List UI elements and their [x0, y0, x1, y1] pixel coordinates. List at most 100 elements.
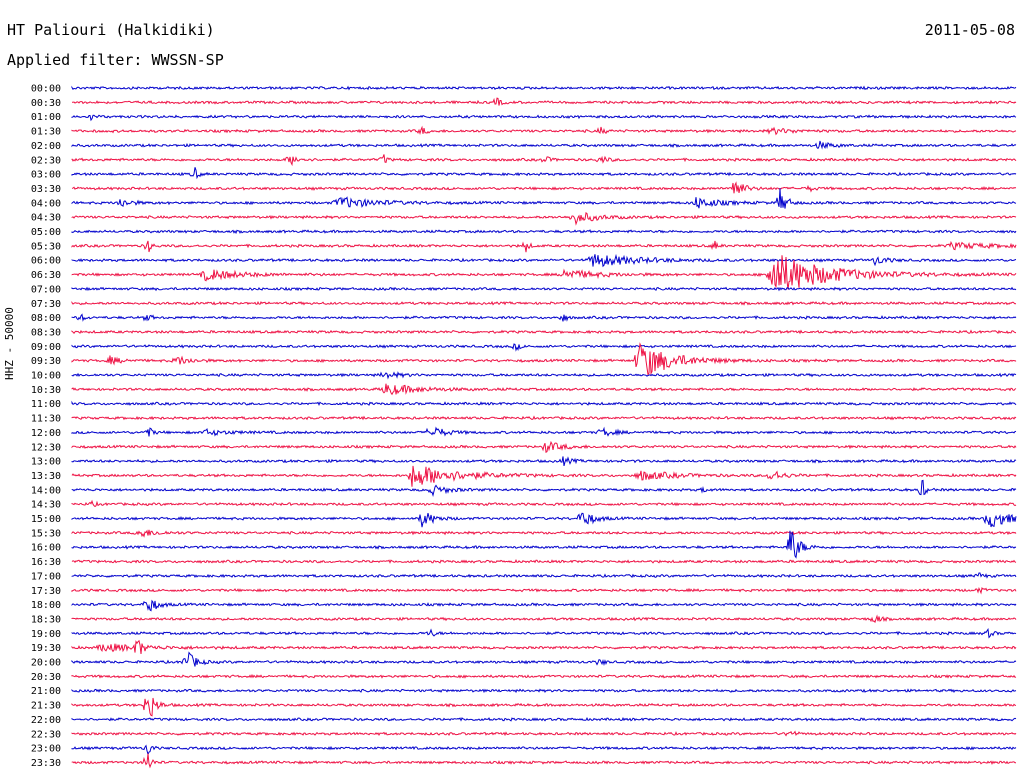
trace-0500 [71, 229, 1017, 235]
time-label-0430: 04:30 [31, 213, 61, 224]
time-label-1330: 13:30 [31, 471, 61, 482]
trace-0900 [71, 343, 1017, 352]
time-label-0000: 00:00 [31, 84, 61, 95]
time-label-2100: 21:00 [31, 686, 61, 697]
time-label-0930: 09:30 [31, 356, 61, 367]
trace-2000 [71, 651, 1017, 667]
time-label-0830: 08:30 [31, 327, 61, 338]
trace-0100 [71, 114, 1017, 122]
time-label-0530: 05:30 [31, 241, 61, 252]
time-label-1530: 15:30 [31, 528, 61, 539]
time-label-0500: 05:00 [31, 227, 61, 238]
time-label-0900: 09:00 [31, 342, 61, 353]
trace-0030 [71, 97, 1017, 106]
trace-1000 [71, 371, 1017, 380]
trace-1930 [71, 639, 1017, 654]
time-label-2300: 23:00 [31, 744, 61, 755]
time-label-0330: 03:30 [31, 184, 61, 195]
time-label-0400: 04:00 [31, 198, 61, 209]
trace-2030 [71, 673, 1017, 679]
trace-1730 [71, 586, 1017, 595]
time-label-2030: 20:30 [31, 672, 61, 683]
trace-1200 [71, 426, 1017, 437]
time-label-0130: 01:30 [31, 127, 61, 138]
time-label-1930: 19:30 [31, 643, 61, 654]
trace-0700 [71, 286, 1017, 292]
trace-1530 [71, 529, 1017, 538]
trace-2300 [71, 744, 1017, 756]
time-label-1630: 16:30 [31, 557, 61, 568]
trace-0430 [71, 212, 1017, 226]
time-label-1200: 12:00 [31, 428, 61, 439]
time-label-0300: 03:00 [31, 170, 61, 181]
trace-0400 [71, 188, 1017, 209]
time-label-2200: 22:00 [31, 715, 61, 726]
station-title: HT Paliouri (Halkidiki) [7, 21, 215, 39]
trace-1330 [71, 465, 1017, 487]
time-label-1230: 12:30 [31, 442, 61, 453]
trace-0830 [71, 329, 1017, 335]
trace-0000 [71, 85, 1017, 91]
trace-1900 [71, 628, 1017, 639]
trace-1300 [71, 456, 1017, 467]
trace-0530 [71, 240, 1017, 253]
time-label-0800: 08:00 [31, 313, 61, 324]
time-label-1100: 11:00 [31, 399, 61, 410]
time-label-1300: 13:00 [31, 457, 61, 468]
trace-1430 [71, 499, 1017, 508]
trace-0930 [71, 342, 1017, 376]
time-label-1430: 14:30 [31, 500, 61, 511]
time-label-0200: 02:00 [31, 141, 61, 152]
trace-1500 [71, 512, 1017, 528]
time-label-0630: 06:30 [31, 270, 61, 281]
time-label-1900: 19:00 [31, 629, 61, 640]
time-label-2130: 21:30 [31, 701, 61, 712]
trace-2330 [71, 753, 1016, 769]
trace-1230 [71, 440, 1017, 453]
time-label-1700: 17:00 [31, 571, 61, 582]
trace-2100 [71, 688, 1017, 694]
time-label-0030: 00:30 [31, 98, 61, 109]
time-label-0230: 02:30 [31, 155, 61, 166]
time-label-2000: 20:00 [31, 658, 61, 669]
trace-1600 [71, 530, 1017, 559]
trace-1630 [71, 559, 1017, 564]
time-label-2230: 22:30 [31, 729, 61, 740]
trace-0730 [71, 300, 1017, 306]
trace-0600 [71, 253, 1017, 268]
time-label-1000: 10:00 [31, 371, 61, 382]
trace-2200 [71, 716, 1017, 722]
trace-1130 [71, 415, 1017, 421]
trace-0200 [71, 140, 1017, 150]
trace-0800 [71, 313, 1017, 322]
time-label-1400: 14:00 [31, 485, 61, 496]
trace-2230 [71, 730, 1017, 737]
trace-2130 [71, 697, 1017, 717]
trace-1030 [71, 383, 1017, 396]
trace-0230 [71, 154, 1017, 167]
date-label: 2011-05-08 [924, 21, 1015, 39]
time-label-1130: 11:30 [31, 414, 61, 425]
trace-0130 [71, 125, 1017, 136]
trace-0630 [71, 255, 1017, 290]
time-label-1030: 10:30 [31, 385, 61, 396]
time-label-1730: 17:30 [31, 586, 61, 597]
trace-1830 [71, 614, 1017, 624]
trace-1800 [71, 599, 1017, 612]
trace-0330 [71, 181, 1017, 194]
time-label-0730: 07:30 [31, 299, 61, 310]
time-label-1500: 15:00 [31, 514, 61, 525]
trace-1700 [71, 572, 1017, 579]
time-label-0100: 01:00 [31, 112, 61, 123]
time-label-1800: 18:00 [31, 600, 61, 611]
trace-1400 [71, 479, 1017, 498]
trace-0300 [71, 167, 1017, 180]
time-label-0600: 06:00 [31, 256, 61, 267]
time-label-0700: 07:00 [31, 284, 61, 295]
filter-label: Applied filter: WWSSN-SP [7, 51, 224, 69]
trace-1100 [71, 400, 1017, 406]
time-label-1600: 16:00 [31, 543, 61, 554]
time-label-1830: 18:30 [31, 614, 61, 625]
time-label-2330: 23:30 [31, 758, 61, 769]
